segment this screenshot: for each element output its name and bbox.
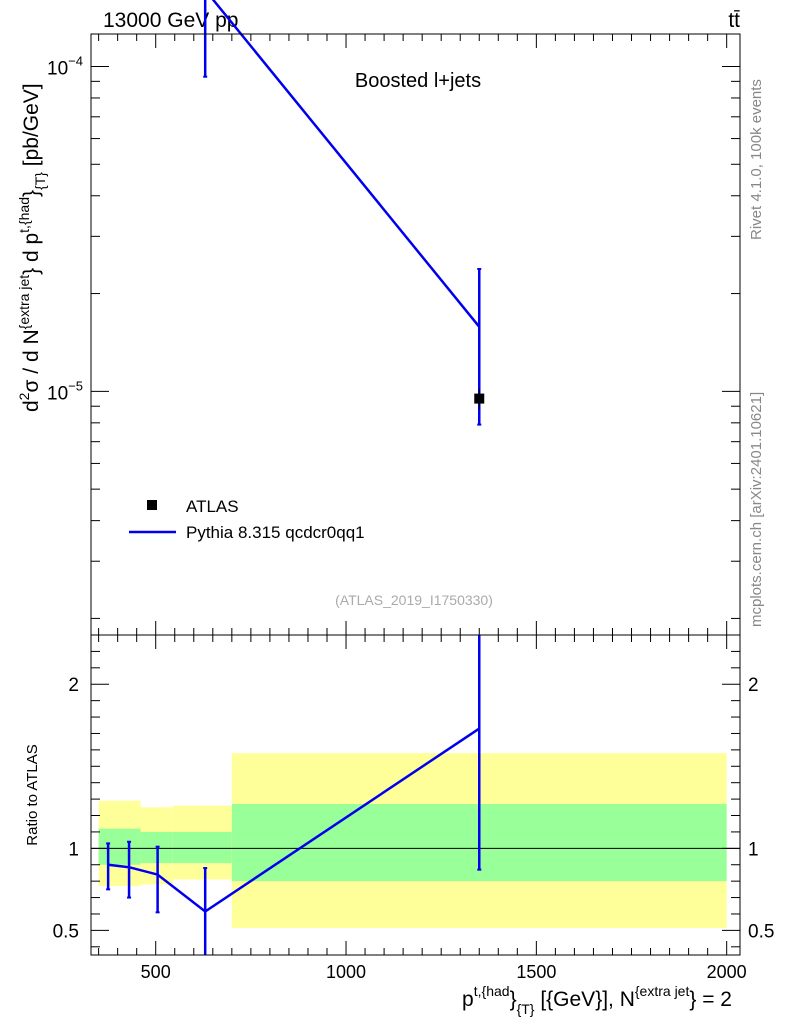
x-tick-label: 2000 [707,962,747,982]
xlabel-sup2: {extra jet [635,983,690,999]
xlabel-p: p [462,988,474,1011]
main-panel-frame [90,33,741,636]
tick-exponent: −5 [68,378,83,393]
ratio-y-tick-label: 0.5 [53,921,79,942]
plot-title: Boosted l+jets [355,70,481,92]
tick-base: 10 [47,58,68,79]
legend-label-atlas: ATLAS [186,497,239,516]
ratio-y-axis-label: Ratio to ATLAS [24,744,41,845]
pythia-line [211,0,481,328]
ratio-y-tick-label-right: 0.5 [748,921,774,942]
ratio-panel-frame [90,634,741,956]
ylabel-sub-t: {T} [32,172,48,190]
ylabel-sup-had: t,{had [16,197,32,233]
ratio-y-tick-label: 1 [68,839,79,860]
ratio-y-tick-label: 2 [68,675,79,696]
mcplots-label: mcplots.cern.ch [arXiv:2401.10621] [748,392,765,627]
x-tick-label: 500 [141,962,171,982]
main-panel: 10−210−310−410−5 [47,0,740,635]
ylabel-brace: } [20,268,43,275]
ylabel-sup-extra: {extra jet [16,275,32,330]
xlabel-end: } = 2 [689,988,732,1011]
x-tick-label: 1000 [326,962,366,982]
ylabel-d: d [20,400,43,412]
header-energy-label: 13000 GeV pp [103,9,238,32]
main-y-tick-label: 10−4 [47,53,83,79]
xlabel-brace: } [510,988,517,1011]
main-y-axis-label: d2σ / d N{extra jet} d pt,{had}{T} [pb/G… [16,83,48,412]
ylabel-sigma: σ / d N [20,329,43,392]
atlas-data-point [474,393,485,404]
x-axis-label: pt,{had}{T} [{GeV}], N{extra jet} = 2 [462,983,732,1017]
rivet-version-label: Rivet 4.1.0, 100k events [748,79,765,240]
analysis-id-label: (ATLAS_2019_I1750330) [335,592,493,608]
ratio-y-tick-label-right: 2 [748,675,759,696]
ratio-inner-band-0 [98,828,141,865]
xlabel-sup: t,{had [474,983,510,999]
ratio-inner-band-2 [172,831,232,864]
ylabel-brace2: } [20,190,43,197]
ylabel-sup2: 2 [16,392,32,400]
tick-exponent: −4 [68,53,83,68]
legend-label-pythia: Pythia 8.315 qcdcr0qq1 [186,523,365,542]
xlabel-sub: {T} [517,1001,535,1017]
tick-base: 10 [47,383,68,404]
main-y-tick-label: 10−5 [47,378,83,404]
ylabel-dp: d p [20,233,43,268]
ylabel-unit: [pb/GeV] [20,83,43,172]
legend-marker-atlas [147,500,157,510]
ratio-y-tick-label-right: 1 [748,839,759,860]
header-process-label: tt̄ [728,9,740,32]
xlabel-rest: [{GeV}], N [534,988,634,1011]
x-tick-label: 1500 [516,962,556,982]
